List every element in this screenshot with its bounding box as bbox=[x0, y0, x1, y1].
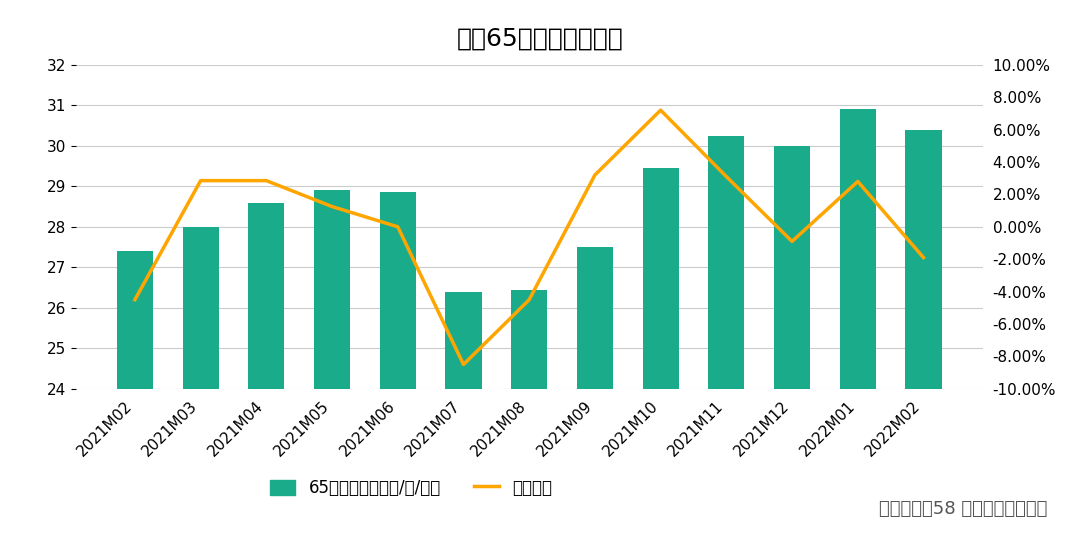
Bar bbox=[708, 136, 744, 540]
环比涨幅 bbox=[720, 173, 733, 180]
Bar bbox=[577, 247, 613, 540]
Bar bbox=[314, 190, 350, 540]
Bar bbox=[445, 292, 482, 540]
环比涨幅 bbox=[917, 254, 930, 261]
环比涨幅 bbox=[457, 361, 470, 368]
环比涨幅 bbox=[260, 177, 273, 184]
Bar bbox=[774, 146, 810, 540]
Bar bbox=[905, 130, 942, 540]
Legend: 65城月均坪效（元/㎡/月）, 环比涨幅: 65城月均坪效（元/㎡/月）, 环比涨幅 bbox=[264, 472, 559, 504]
Bar bbox=[117, 251, 153, 540]
Bar bbox=[380, 192, 416, 540]
环比涨幅 bbox=[194, 177, 207, 184]
Bar bbox=[248, 202, 284, 540]
Bar bbox=[643, 168, 678, 540]
环比涨幅 bbox=[129, 296, 141, 303]
Bar bbox=[511, 289, 548, 540]
环比涨幅 bbox=[589, 172, 602, 178]
环比涨幅 bbox=[523, 296, 536, 303]
环比涨幅 bbox=[391, 224, 404, 230]
Text: 全国65城租金变化情况: 全国65城租金变化情况 bbox=[457, 27, 623, 51]
环比涨幅 bbox=[325, 203, 338, 210]
Line: 环比涨幅: 环比涨幅 bbox=[135, 110, 923, 364]
Text: 数据来源：58 安居客房产研究院: 数据来源：58 安居客房产研究院 bbox=[879, 501, 1048, 518]
环比涨幅 bbox=[785, 238, 798, 245]
Bar bbox=[183, 227, 218, 540]
环比涨幅 bbox=[654, 107, 667, 113]
Bar bbox=[840, 109, 876, 540]
环比涨幅 bbox=[851, 178, 864, 185]
